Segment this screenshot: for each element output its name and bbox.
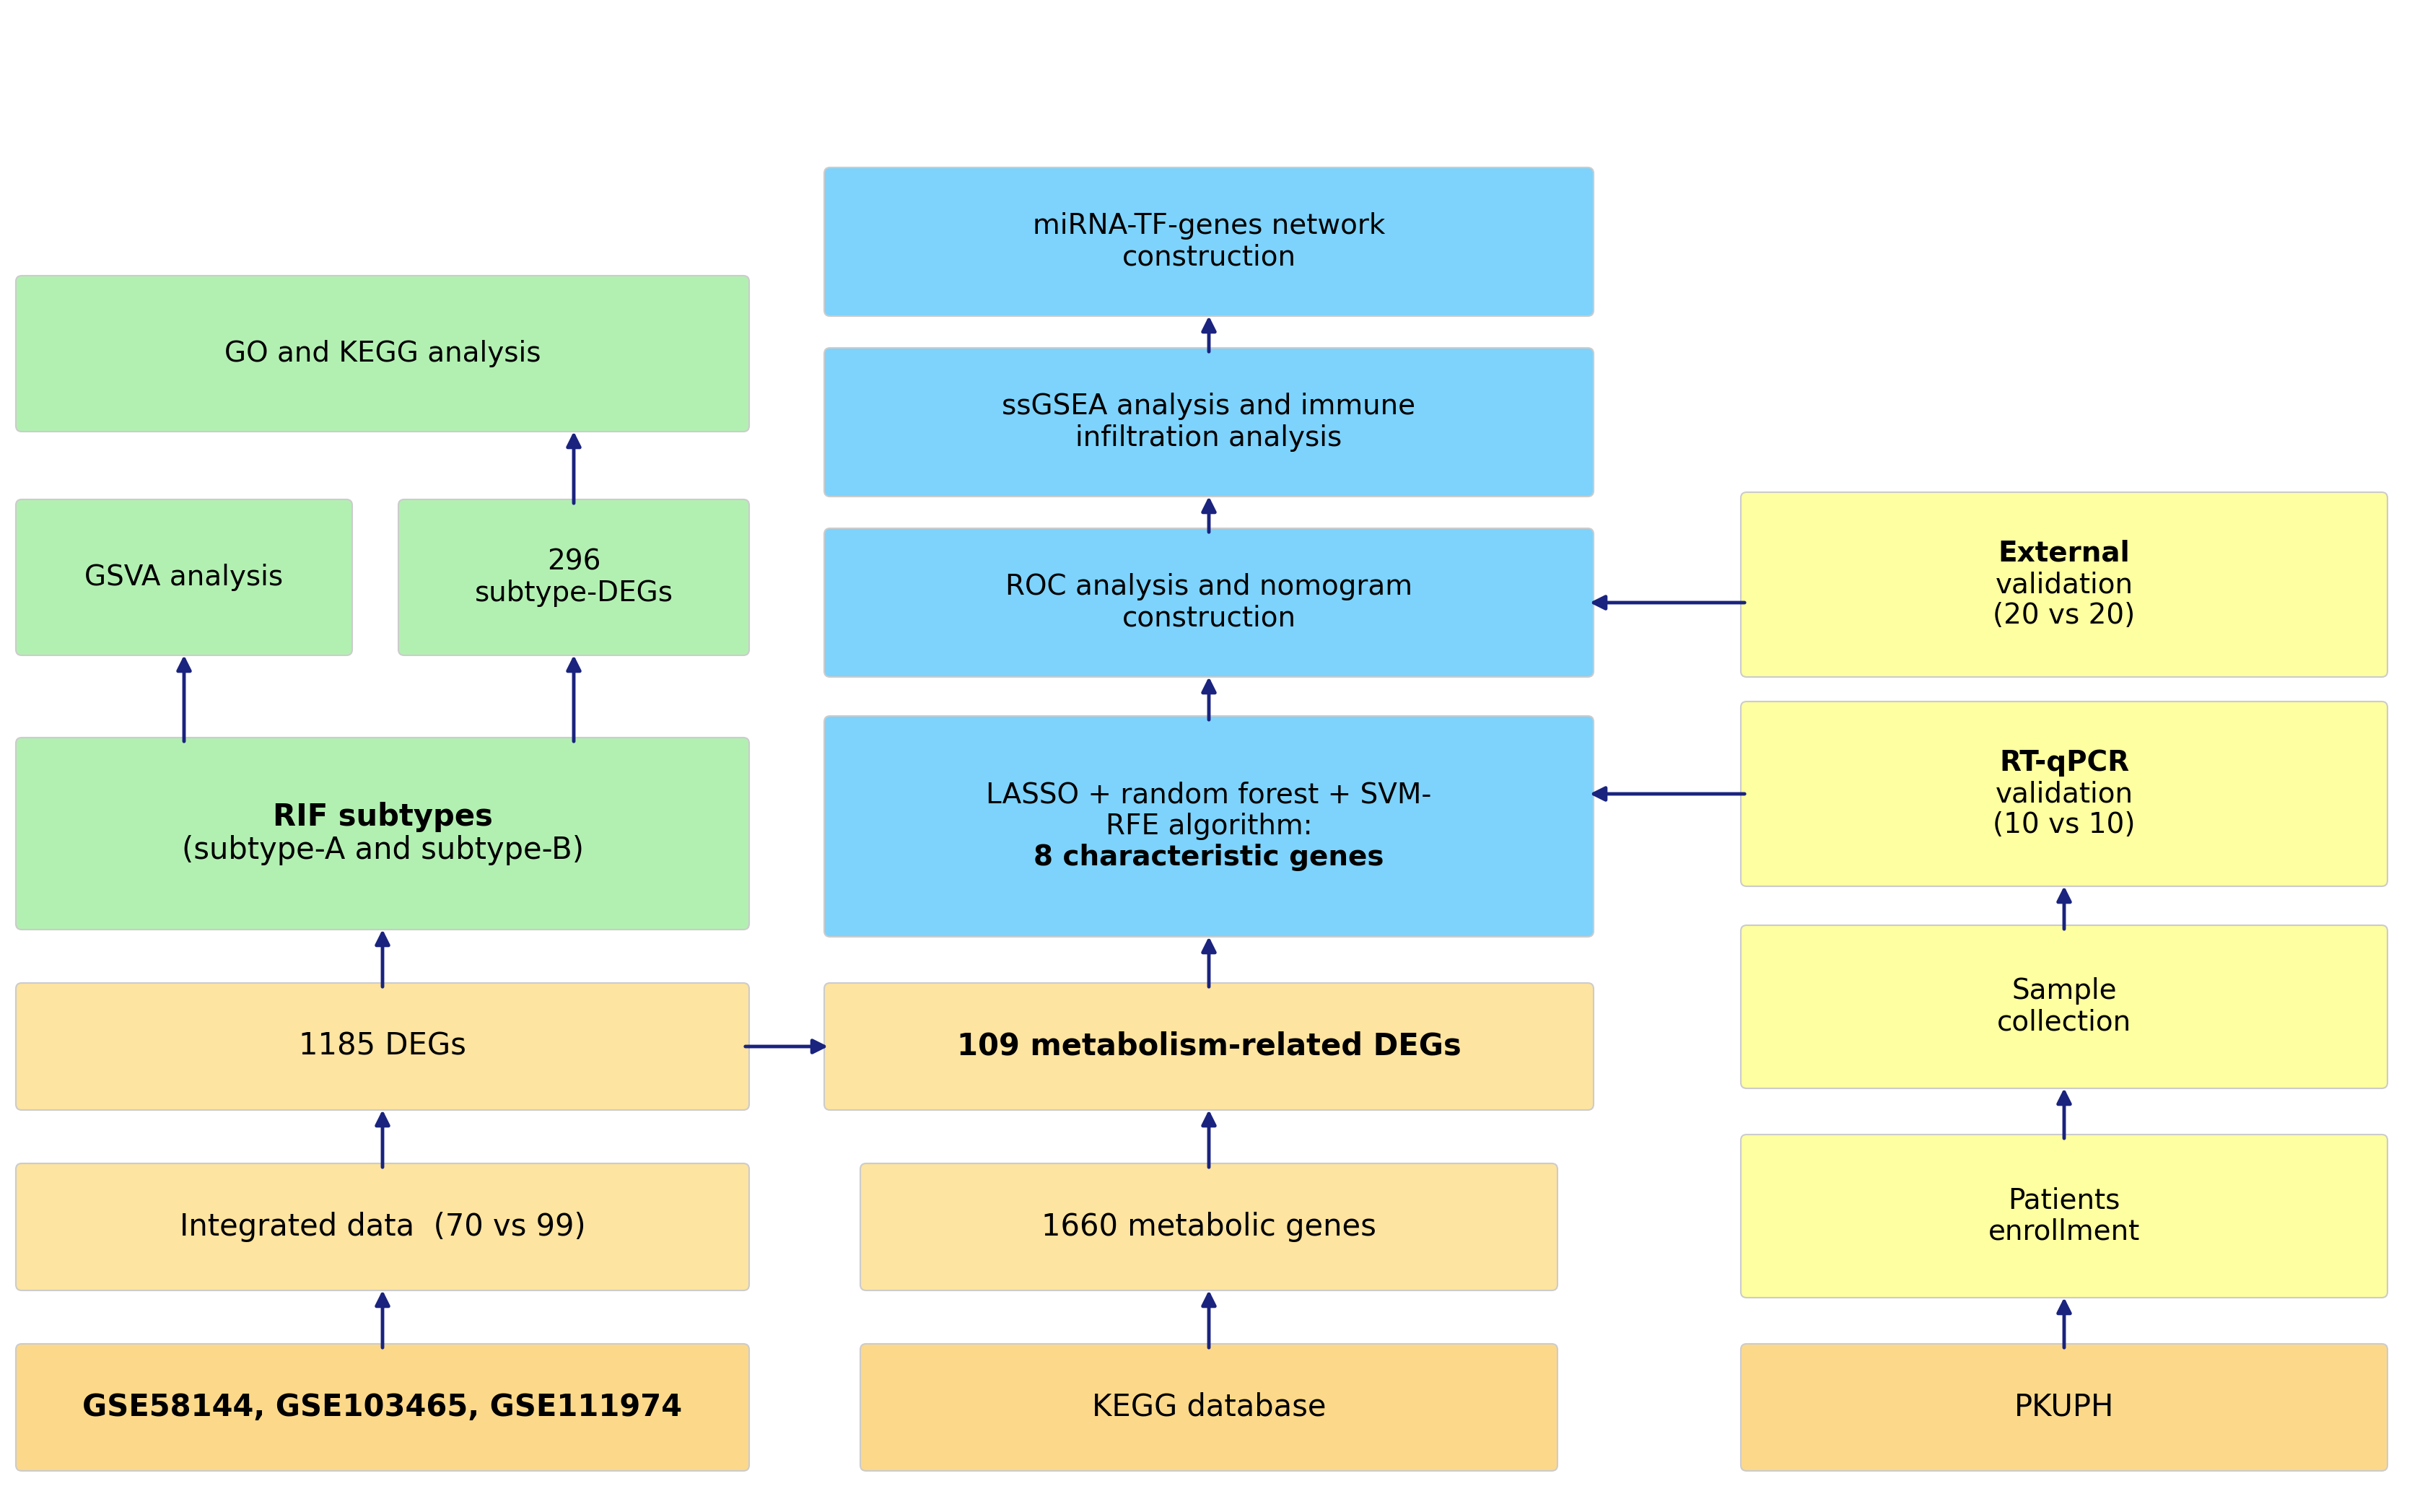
Text: GSE58144, GSE103465, GSE111974: GSE58144, GSE103465, GSE111974 xyxy=(82,1393,681,1423)
Text: Integrated data  (70 vs 99): Integrated data (70 vs 99) xyxy=(179,1211,584,1241)
FancyBboxPatch shape xyxy=(1741,702,2389,886)
Text: PKUPH: PKUPH xyxy=(2015,1393,2115,1423)
Text: RFE algorithm:: RFE algorithm: xyxy=(1106,812,1312,841)
Text: LASSO + random forest + SVM-: LASSO + random forest + SVM- xyxy=(987,782,1431,809)
Text: 1185 DEGs: 1185 DEGs xyxy=(298,1031,466,1061)
Text: subtype-DEGs: subtype-DEGs xyxy=(475,579,674,606)
Text: 109 metabolism-related DEGs: 109 metabolism-related DEGs xyxy=(958,1031,1460,1061)
Text: miRNA-TF-genes network: miRNA-TF-genes network xyxy=(1033,212,1385,240)
FancyBboxPatch shape xyxy=(17,499,352,655)
Text: (subtype-A and subtype-B): (subtype-A and subtype-B) xyxy=(182,835,584,865)
Text: validation: validation xyxy=(1996,572,2134,599)
FancyBboxPatch shape xyxy=(824,983,1593,1110)
Text: External: External xyxy=(1998,540,2129,567)
Text: GO and KEGG analysis: GO and KEGG analysis xyxy=(223,340,541,367)
FancyBboxPatch shape xyxy=(398,499,749,655)
Text: GSVA analysis: GSVA analysis xyxy=(85,564,284,591)
FancyBboxPatch shape xyxy=(17,275,749,431)
Text: collection: collection xyxy=(1996,1009,2132,1036)
FancyBboxPatch shape xyxy=(1741,1344,2389,1471)
FancyBboxPatch shape xyxy=(17,983,749,1110)
Text: Sample: Sample xyxy=(2013,977,2117,1005)
Text: (20 vs 20): (20 vs 20) xyxy=(1993,602,2136,629)
Text: infiltration analysis: infiltration analysis xyxy=(1077,425,1341,452)
Text: 296: 296 xyxy=(548,547,601,576)
Text: validation: validation xyxy=(1996,780,2134,807)
FancyBboxPatch shape xyxy=(1741,925,2389,1089)
Text: ROC analysis and nomogram: ROC analysis and nomogram xyxy=(1006,573,1411,600)
FancyBboxPatch shape xyxy=(824,528,1593,677)
FancyBboxPatch shape xyxy=(1741,1134,2389,1297)
Text: construction: construction xyxy=(1123,243,1295,271)
FancyBboxPatch shape xyxy=(824,348,1593,496)
Text: 1660 metabolic genes: 1660 metabolic genes xyxy=(1040,1211,1377,1241)
Text: Patients: Patients xyxy=(2008,1187,2119,1214)
FancyBboxPatch shape xyxy=(861,1344,1557,1471)
FancyBboxPatch shape xyxy=(824,168,1593,316)
FancyBboxPatch shape xyxy=(17,1163,749,1290)
FancyBboxPatch shape xyxy=(861,1163,1557,1290)
FancyBboxPatch shape xyxy=(17,738,749,930)
Text: enrollment: enrollment xyxy=(1988,1219,2139,1246)
Text: RIF subtypes: RIF subtypes xyxy=(272,801,492,832)
Text: KEGG database: KEGG database xyxy=(1091,1393,1326,1423)
Text: ssGSEA analysis and immune: ssGSEA analysis and immune xyxy=(1002,393,1416,420)
FancyBboxPatch shape xyxy=(17,1344,749,1471)
FancyBboxPatch shape xyxy=(824,717,1593,937)
Text: (10 vs 10): (10 vs 10) xyxy=(1993,812,2136,839)
Text: construction: construction xyxy=(1123,605,1295,632)
Text: RT-qPCR: RT-qPCR xyxy=(1998,748,2129,776)
Text: 8 characteristic genes: 8 characteristic genes xyxy=(1033,844,1385,871)
FancyBboxPatch shape xyxy=(1741,493,2389,677)
